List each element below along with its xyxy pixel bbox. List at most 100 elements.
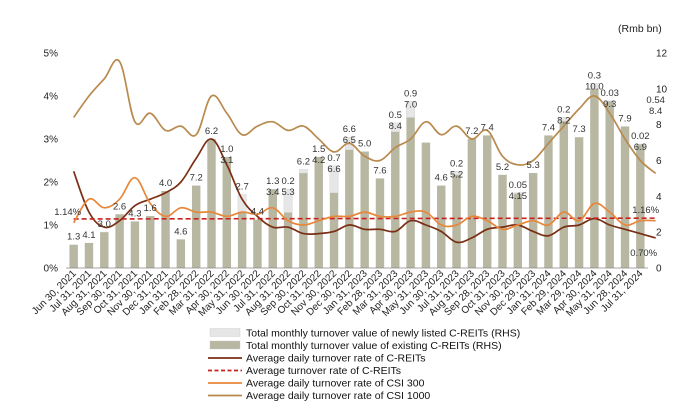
bar-existing (146, 216, 155, 268)
bar-newly-listed (559, 117, 569, 122)
bar-value-label: 7.4 (481, 122, 494, 133)
bar-value-label: 1.3 (67, 232, 80, 243)
bar-existing (115, 214, 124, 268)
bar-existing (559, 121, 568, 268)
bar-value-label: 6.9 (634, 142, 647, 153)
bar-value-label: 5.3 (527, 160, 540, 171)
right-tick-label: 6 (656, 156, 662, 167)
bar-existing (130, 221, 140, 268)
bar-existing (176, 239, 186, 268)
line-value-label: 1.14% (54, 207, 81, 218)
bar-existing (590, 88, 599, 268)
bar-value-label: 0.3 (588, 70, 601, 81)
bar-existing (191, 185, 201, 268)
bar-value-label: 9.3 (603, 99, 616, 110)
legend-label: Average daily turnover rate of CSI 1000 (246, 390, 430, 402)
right-tick-label: 10 (656, 84, 668, 95)
bar-existing (375, 178, 385, 268)
bar-value-label: 0.2 (557, 105, 570, 116)
bar-existing (329, 192, 339, 268)
bar-value-label: 7.0 (404, 99, 417, 110)
right-tick-label: 8 (656, 120, 662, 131)
bar-existing (452, 174, 461, 268)
bar-existing (268, 189, 277, 268)
line-series-2 (72, 176, 656, 231)
bar-value-label: 6.2 (205, 126, 218, 137)
bar-newly-listed (452, 171, 461, 176)
bar-value-label: 4.4 (251, 207, 264, 218)
bar-value-label: 7.2 (465, 126, 478, 137)
bar-newly-listed (513, 192, 523, 194)
bar-existing (237, 212, 247, 268)
bar-value-label: 0.54 (646, 95, 665, 106)
bar-newly-listed (283, 188, 293, 213)
right-tick-label: 0 (656, 264, 662, 275)
bar-existing (84, 242, 94, 268)
bar-existing (482, 135, 492, 268)
bar-existing (605, 101, 614, 268)
bar-value-label: 3.0 (98, 219, 111, 230)
bar-existing (207, 139, 216, 268)
bar-value-label: 7.4 (542, 122, 555, 133)
bar-value-label: 7.9 (618, 113, 631, 124)
legend-label: Total monthly turnover value of newly li… (246, 328, 520, 340)
bar-newly-listed (329, 165, 339, 193)
line-value-label: 0.70% (630, 248, 657, 259)
left-tick-label: 0% (44, 264, 59, 275)
legend-swatch-bar (209, 328, 241, 337)
bar-newly-listed (298, 169, 308, 174)
bar-existing (100, 232, 109, 268)
bar-value-label: 4.15 (509, 191, 528, 202)
bar-existing (69, 244, 78, 268)
bar-value-label: 8.4 (389, 121, 402, 132)
bar-value-label: 7.2 (190, 173, 203, 184)
bar-value-label: 4.3 (128, 208, 141, 219)
bar-existing (544, 135, 553, 268)
bar-existing (360, 151, 369, 268)
left-tick-label: 2% (44, 178, 59, 189)
bar-existing (161, 190, 170, 268)
bar-newly-listed (589, 83, 599, 90)
bar-value-label: 4.2 (312, 155, 325, 166)
bar-existing (574, 137, 584, 268)
bar-existing (222, 156, 232, 268)
bar-existing (636, 144, 645, 268)
bar-value-label: 6.6 (343, 124, 356, 135)
data-labels: 1.3 4.13.02.64.3 1.64.04.67.26.21.03.12.74… (54, 70, 665, 258)
bar-value-label: 4.1 (82, 230, 95, 241)
line-layer (72, 59, 657, 244)
bar-newly-listed (605, 100, 615, 102)
left-tick-label: 1% (44, 221, 59, 232)
bar-value-label: 2.6 (113, 201, 126, 212)
bar-value-label: 4.6 (435, 173, 448, 184)
bar-value-label: 0.9 (404, 88, 417, 99)
bar-newly-listed (390, 122, 400, 133)
bar-existing (421, 142, 431, 268)
bar-value-label: 8.2 (557, 116, 570, 127)
bar-value-label: 6.5 (343, 135, 356, 146)
bar-existing (498, 174, 507, 268)
bar-value-label: 8.4 (649, 106, 662, 117)
legend-label: Average turnover rate of C-REITs (246, 365, 401, 377)
bar-layer (69, 83, 645, 268)
bar-value-label: 5.0 (358, 139, 371, 150)
bar-existing (283, 212, 293, 268)
legend-swatch-bar (209, 340, 241, 350)
bar-value-label: 5.3 (281, 187, 294, 198)
bar-value-label: 0.2 (281, 176, 294, 187)
bar-existing (406, 117, 415, 268)
bar-value-label: 0.03 (600, 88, 619, 99)
bar-existing (253, 219, 262, 268)
left-tick-label: 5% (44, 49, 59, 60)
bar-existing (299, 173, 308, 268)
bar-value-label: 1.3 (266, 176, 279, 187)
line-series-3 (72, 59, 657, 175)
right-tick-label: 4 (656, 192, 662, 203)
unit-label: (Rmb bn) (618, 23, 662, 35)
line-series-1 (73, 217, 656, 220)
bar-existing (345, 149, 354, 268)
left-tick-label: 4% (44, 92, 59, 103)
bar-value-label: 0.7 (327, 153, 340, 164)
